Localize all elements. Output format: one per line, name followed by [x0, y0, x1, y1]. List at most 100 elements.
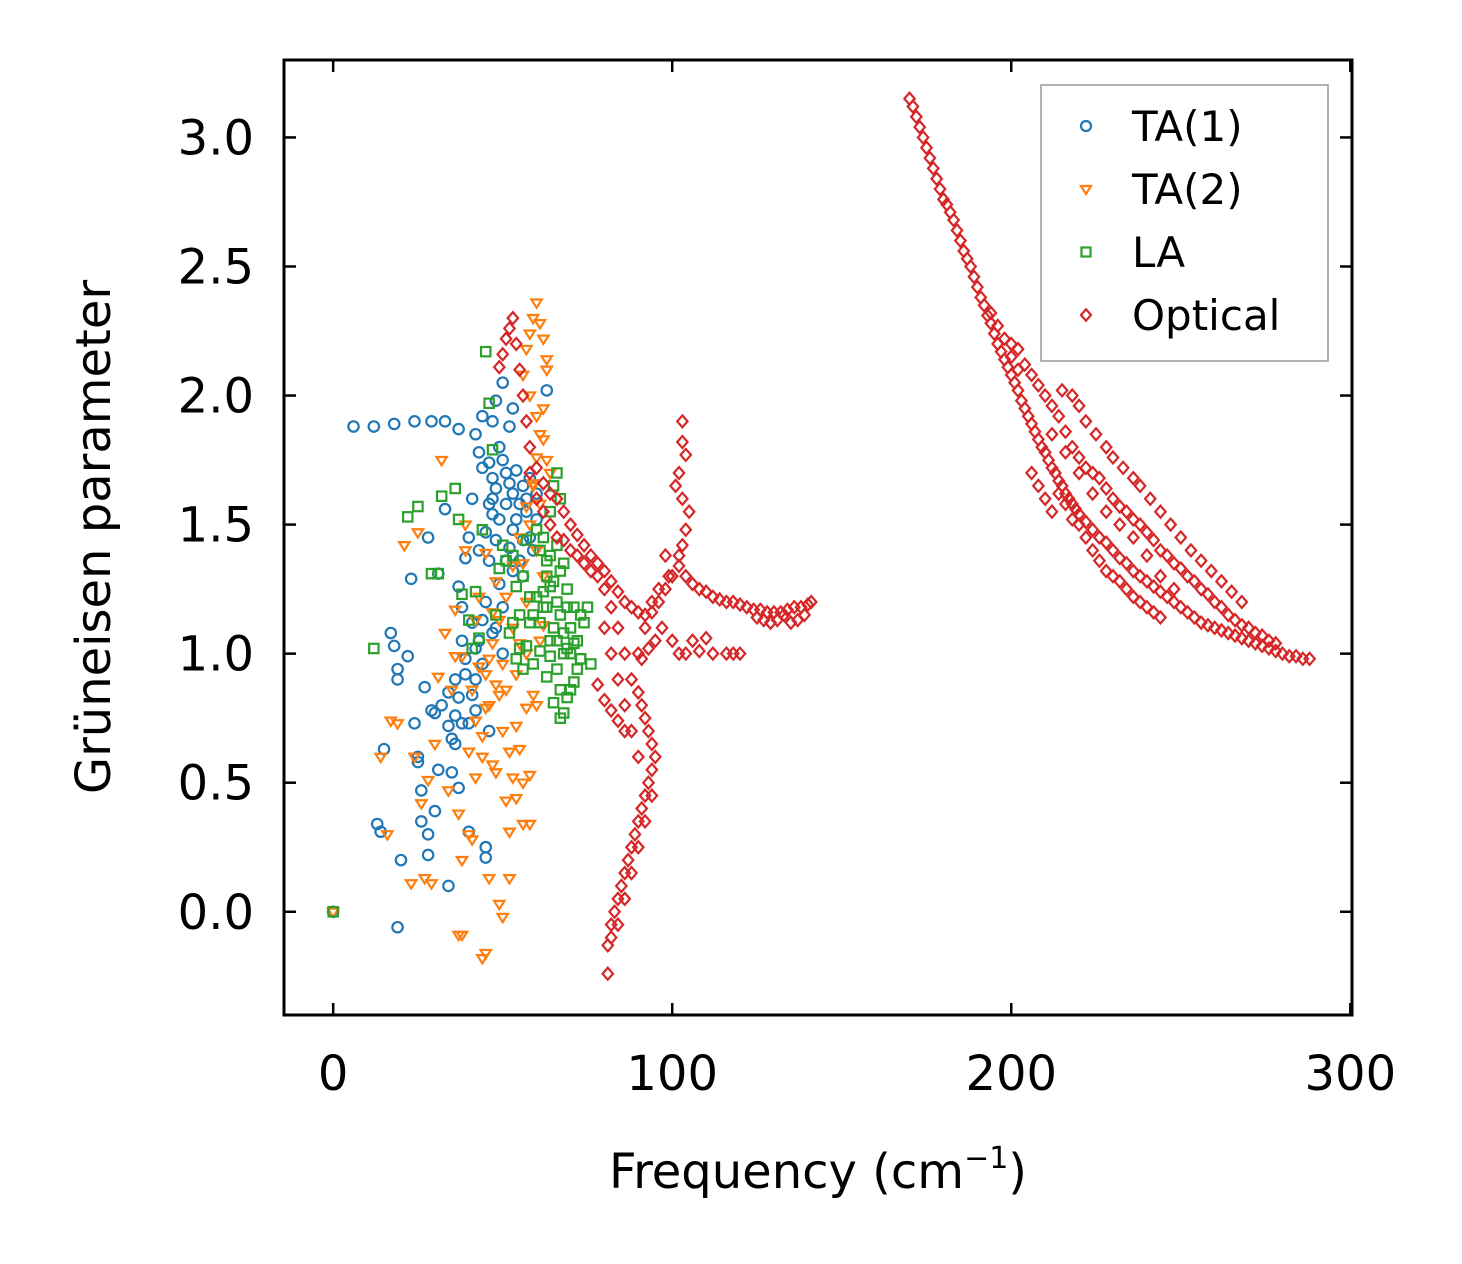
data-point: [523, 465, 537, 481]
data-point: [726, 645, 740, 662]
data-point: [909, 109, 923, 125]
data-point: [797, 607, 812, 623]
data-point: [454, 652, 470, 664]
data-point: [438, 502, 452, 516]
data-point: [499, 331, 513, 347]
data-point: [526, 544, 540, 557]
data-point: [510, 580, 523, 593]
x-axis-title: Frequency (cm−1): [609, 1141, 1027, 1200]
data-point: [459, 551, 472, 565]
data-point: [526, 690, 541, 703]
legend-items: TA(1) TA(2) LA Optical: [1079, 102, 1280, 340]
data-point: [1031, 478, 1046, 494]
data-point: [532, 319, 548, 331]
data-point: [536, 404, 551, 416]
data-point: [522, 819, 537, 832]
data-point: [1113, 498, 1127, 515]
data-point: [563, 542, 578, 559]
data-point: [486, 415, 499, 428]
data-point: [403, 879, 419, 891]
data-point: [517, 570, 529, 582]
data-point: [478, 948, 493, 961]
data-point: [651, 594, 666, 610]
data-point: [434, 455, 449, 468]
data-point: [519, 502, 534, 514]
data-point: [618, 865, 632, 881]
data-point: [534, 616, 546, 629]
data-point: [418, 680, 432, 694]
data-point: [672, 465, 686, 481]
data-point: [919, 140, 934, 156]
data-point: [428, 804, 442, 818]
data-point: [469, 585, 482, 598]
data-point: [1180, 568, 1195, 584]
data-point: [543, 485, 557, 502]
data-point: [1018, 356, 1032, 373]
data-point: [532, 636, 548, 649]
data-point: [509, 464, 523, 477]
data-point: [554, 565, 567, 577]
data-point: [442, 879, 455, 893]
data-point: [1085, 485, 1100, 502]
data-point: [638, 813, 652, 830]
data-point: [391, 662, 404, 676]
data-point: [510, 653, 523, 665]
data-point: [380, 830, 395, 842]
data-point: [564, 622, 577, 634]
data-point: [492, 359, 506, 375]
data-point: [618, 645, 632, 662]
data-point: [672, 558, 686, 574]
data-point: [624, 599, 639, 615]
data-point: [1146, 578, 1161, 595]
data-point: [801, 596, 815, 613]
data-point: [1106, 449, 1120, 466]
data-point: [570, 547, 584, 564]
data-point: [1140, 524, 1154, 540]
data-point: [551, 663, 563, 675]
data-point: [611, 671, 625, 688]
data-point: [1072, 398, 1086, 414]
data-point: [523, 531, 537, 544]
data-point: [607, 904, 622, 920]
data-point: [1194, 581, 1208, 597]
data-point: [475, 732, 490, 744]
data-point: [449, 482, 461, 495]
data-point: [502, 747, 517, 760]
data-point: [502, 873, 517, 886]
data-point: [1072, 516, 1086, 533]
data-point: [645, 604, 659, 621]
data-point: [1099, 535, 1113, 551]
data-point: [604, 645, 618, 662]
data-point: [1133, 568, 1147, 584]
data-point: [584, 547, 598, 564]
data-point: [479, 595, 493, 609]
data-point: [574, 609, 587, 621]
data-point: [1241, 620, 1256, 636]
data-point: [790, 612, 805, 628]
data-point: [604, 917, 618, 933]
data-point: [1248, 635, 1263, 651]
data-point: [387, 417, 401, 431]
data-point: [554, 493, 567, 505]
data-point: [486, 471, 499, 485]
data-point: [1011, 341, 1025, 357]
data-point: [611, 713, 625, 729]
data-point: [963, 258, 978, 275]
data-point: [448, 652, 463, 664]
legend-marker: [1079, 307, 1093, 323]
data-point: [411, 750, 425, 764]
data-point: [529, 546, 544, 558]
data-point: [391, 920, 404, 934]
data-point: [713, 591, 727, 608]
data-point: [519, 649, 534, 661]
legend-label: TA(2): [1131, 165, 1243, 214]
data-point: [1011, 362, 1025, 378]
data-point: [488, 768, 504, 780]
data-point: [679, 447, 693, 463]
data-point: [515, 819, 531, 832]
data-point: [469, 427, 482, 441]
data-point: [520, 505, 533, 518]
data-point: [692, 643, 706, 659]
data-point: [571, 663, 584, 675]
data-point: [624, 839, 639, 855]
